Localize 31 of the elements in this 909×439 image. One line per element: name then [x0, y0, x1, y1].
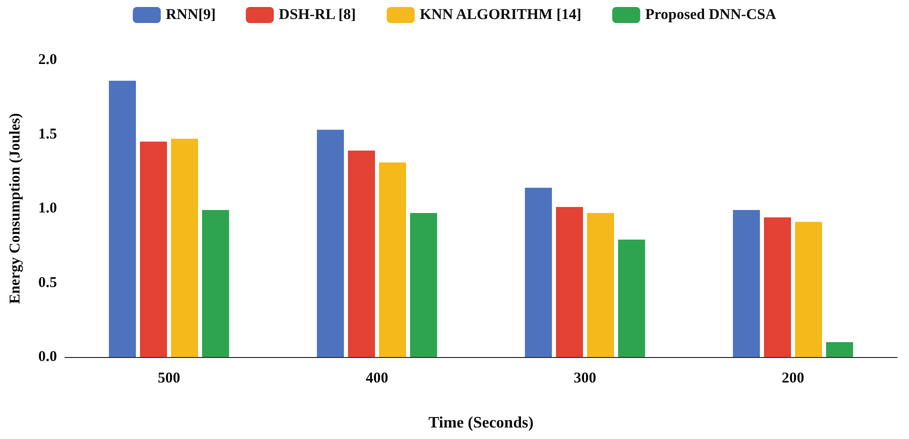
bar	[618, 240, 646, 357]
bar	[795, 222, 822, 357]
y-tick-label: 1.5	[38, 126, 57, 142]
legend-label: KNN ALGORITHM [14]	[420, 7, 582, 23]
bar	[732, 210, 760, 357]
x-tick-label: 400	[366, 370, 388, 386]
x-axis-title: Time (Seconds)	[428, 414, 534, 432]
y-tick-label: 0.0	[38, 349, 57, 365]
y-tick-label: 2.0	[38, 52, 57, 68]
bar	[524, 188, 552, 357]
bar	[108, 80, 136, 357]
bar	[140, 142, 167, 357]
legend-label: Proposed DNN-CSA	[645, 7, 776, 23]
bar	[410, 212, 438, 357]
bar	[764, 217, 791, 357]
bar	[316, 130, 344, 357]
legend-label: RNN[9]	[166, 7, 216, 23]
x-tick-label: 200	[782, 370, 804, 386]
bar	[379, 162, 406, 357]
bar	[202, 210, 230, 357]
bar	[587, 212, 614, 357]
x-tick-label: 300	[574, 370, 596, 386]
bar	[826, 342, 854, 357]
bar	[556, 207, 583, 357]
y-axis-title: Energy Consumption (Joules)	[8, 113, 24, 304]
bar	[348, 150, 375, 357]
y-tick-label: 0.5	[38, 274, 57, 291]
y-tick-label: 1.0	[38, 200, 57, 216]
legend-label: DSH-RL [8]	[278, 7, 356, 23]
x-tick-label: 500	[158, 370, 180, 386]
bar	[171, 138, 198, 357]
